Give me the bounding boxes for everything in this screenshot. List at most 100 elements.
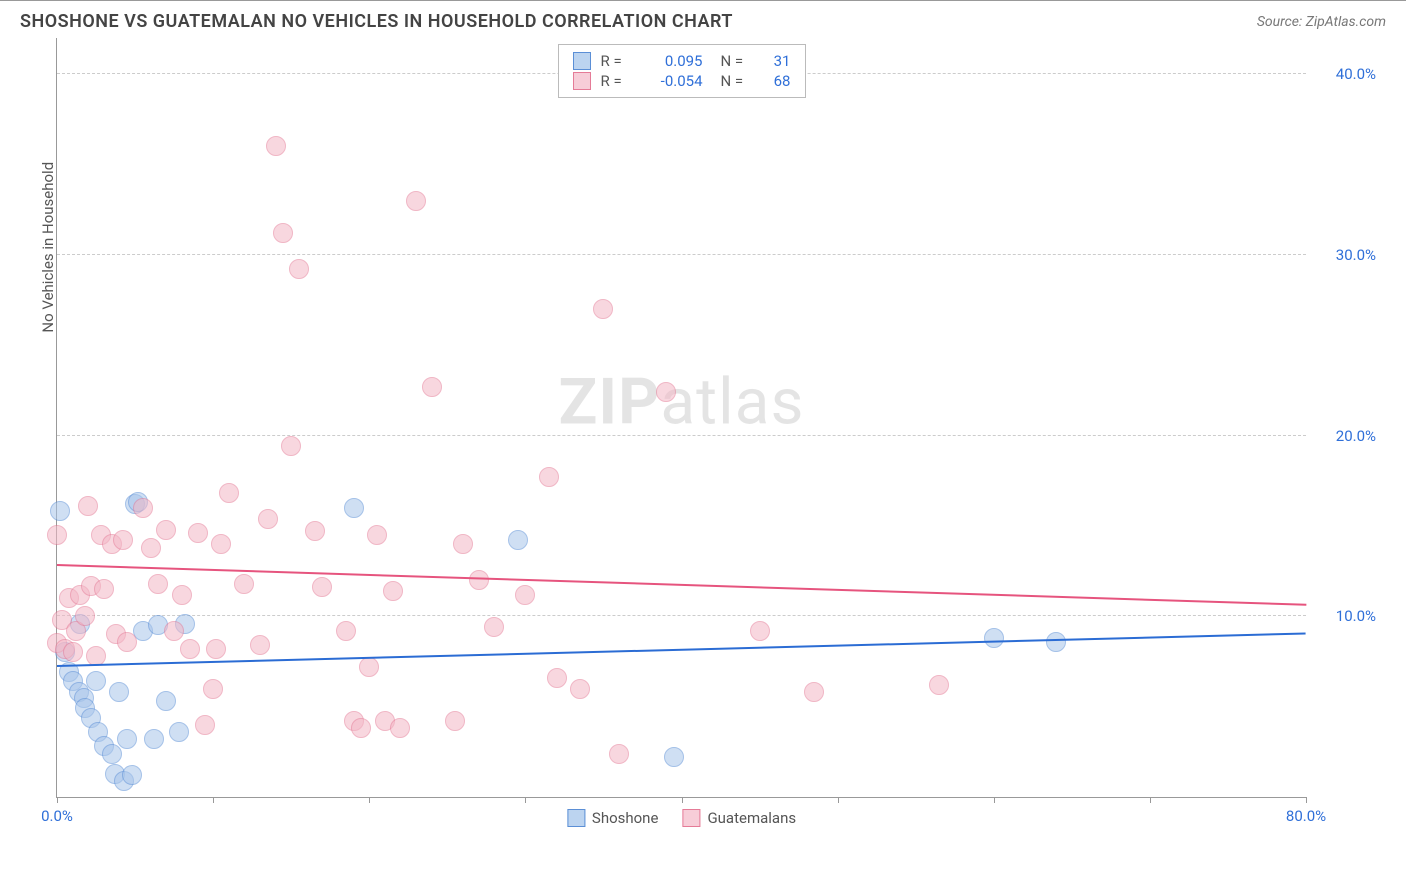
y-tick-label: 40.0% (1316, 65, 1376, 83)
r-value-shoshone: 0.095 (643, 52, 703, 70)
chart-source: Source: ZipAtlas.com (1257, 14, 1386, 30)
data-point (86, 671, 106, 691)
data-point (234, 574, 254, 594)
data-point (445, 711, 465, 731)
data-point (122, 765, 142, 785)
x-tick (525, 797, 526, 803)
r-label: R = (601, 52, 633, 70)
data-point (453, 534, 473, 554)
y-tick-label: 20.0% (1316, 427, 1376, 445)
data-point (508, 530, 528, 550)
x-tick (682, 797, 683, 803)
x-tick (369, 797, 370, 803)
n-value-shoshone: 31 (761, 52, 791, 70)
data-point (164, 621, 184, 641)
stats-row-guatemalans: R = -0.054 N = 68 (573, 71, 791, 91)
data-point (547, 668, 567, 688)
data-point (289, 259, 309, 279)
data-point (351, 718, 371, 738)
r-label: R = (601, 72, 633, 90)
data-point (336, 621, 356, 641)
data-point (133, 498, 153, 518)
data-point (113, 530, 133, 550)
data-point (539, 467, 559, 487)
data-point (47, 525, 67, 545)
data-point (211, 534, 231, 554)
data-point (383, 581, 403, 601)
data-point (484, 617, 504, 637)
data-point (281, 436, 301, 456)
y-axis-title: No Vehicles in Household (39, 161, 57, 332)
data-point (117, 729, 137, 749)
x-tick (57, 797, 58, 803)
data-point (406, 191, 426, 211)
watermark: ZIPatlas (559, 365, 805, 440)
data-point (656, 382, 676, 402)
data-point (94, 579, 114, 599)
data-point (195, 715, 215, 735)
swatch-shoshone (567, 809, 585, 827)
trend-line (57, 632, 1306, 667)
data-point (250, 635, 270, 655)
data-point (102, 744, 122, 764)
data-point (804, 682, 824, 702)
data-point (141, 538, 161, 558)
data-point (359, 657, 379, 677)
data-point (367, 525, 387, 545)
x-tick-label: 80.0% (1286, 807, 1326, 825)
data-point (203, 679, 223, 699)
data-point (180, 639, 200, 659)
data-point (593, 299, 613, 319)
plot-area: No Vehicles in Household R = 0.095 N = 3… (56, 38, 1306, 798)
data-point (50, 501, 70, 521)
gridline (57, 254, 1306, 255)
legend-item-guatemalans: Guatemalans (682, 809, 796, 827)
chart-title: SHOSHONE VS GUATEMALAN NO VEHICLES IN HO… (20, 11, 733, 32)
n-label: N = (721, 72, 751, 90)
swatch-shoshone (573, 52, 591, 70)
data-point (664, 747, 684, 767)
data-point (266, 136, 286, 156)
data-point (156, 520, 176, 540)
data-point (515, 585, 535, 605)
data-point (984, 628, 1004, 648)
gridline (57, 435, 1306, 436)
data-point (148, 574, 168, 594)
data-point (750, 621, 770, 641)
x-tick (213, 797, 214, 803)
n-label: N = (721, 52, 751, 70)
data-point (78, 496, 98, 516)
data-point (156, 691, 176, 711)
data-point (188, 523, 208, 543)
data-point (219, 483, 239, 503)
y-tick-label: 30.0% (1316, 246, 1376, 264)
data-point (172, 585, 192, 605)
r-value-guatemalans: -0.054 (643, 72, 703, 90)
y-tick-label: 10.0% (1316, 607, 1376, 625)
swatch-guatemalans (682, 809, 700, 827)
data-point (570, 679, 590, 699)
data-point (1046, 632, 1066, 652)
data-point (273, 223, 293, 243)
stats-row-shoshone: R = 0.095 N = 31 (573, 51, 791, 71)
data-point (312, 577, 332, 597)
data-point (390, 718, 410, 738)
data-point (929, 675, 949, 695)
legend-item-shoshone: Shoshone (567, 809, 659, 827)
x-tick (838, 797, 839, 803)
series-legend: Shoshone Guatemalans (567, 809, 796, 827)
chart-header: SHOSHONE VS GUATEMALAN NO VEHICLES IN HO… (0, 0, 1406, 38)
n-value-guatemalans: 68 (761, 72, 791, 90)
gridline (57, 615, 1306, 616)
data-point (144, 729, 164, 749)
data-point (609, 744, 629, 764)
x-tick (1150, 797, 1151, 803)
data-point (169, 722, 189, 742)
data-point (63, 642, 83, 662)
stats-legend-box: R = 0.095 N = 31 R = -0.054 N = 68 (558, 44, 806, 98)
legend-label-shoshone: Shoshone (592, 809, 659, 827)
data-point (469, 570, 489, 590)
swatch-guatemalans (573, 72, 591, 90)
data-point (206, 639, 226, 659)
data-point (258, 509, 278, 529)
